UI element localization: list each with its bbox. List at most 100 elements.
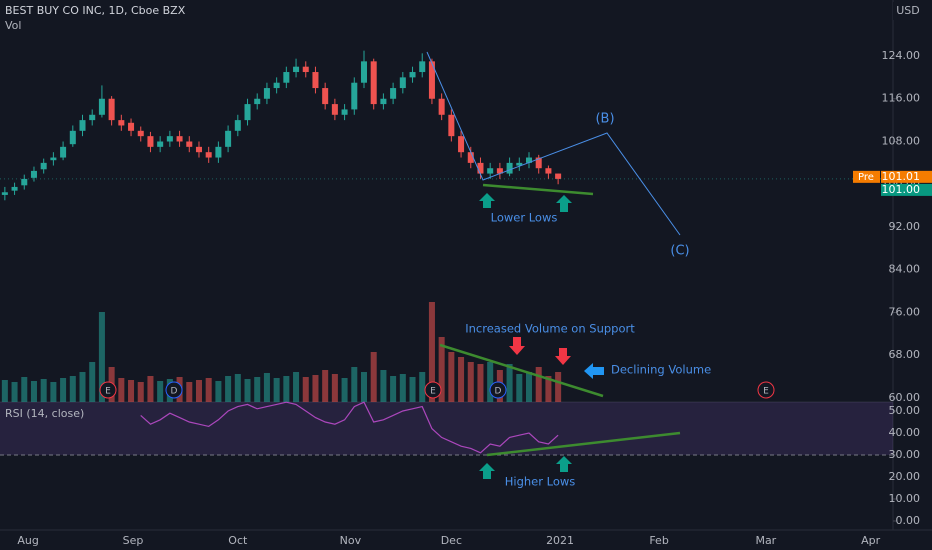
volume-bar bbox=[263, 373, 270, 402]
y-tick-label: 84.00 bbox=[889, 263, 921, 276]
y-tick-label: 0.00 bbox=[896, 514, 921, 527]
candle-body bbox=[108, 98, 115, 121]
up-arrow bbox=[479, 193, 495, 208]
candle-body bbox=[30, 170, 37, 178]
y-tick-label: 60.00 bbox=[889, 391, 921, 404]
x-tick-label: Apr bbox=[861, 534, 881, 547]
y-tick-label: 20.00 bbox=[889, 470, 921, 483]
candle-body bbox=[195, 146, 202, 153]
volume-bar bbox=[89, 362, 96, 402]
y-tick-label: 68.00 bbox=[889, 348, 921, 361]
candle-body bbox=[458, 136, 465, 153]
volume-bar bbox=[438, 337, 445, 402]
pre-tag-box bbox=[853, 170, 880, 183]
volume-bar bbox=[273, 378, 280, 402]
candle-body bbox=[496, 168, 503, 174]
volume-bar bbox=[312, 375, 319, 402]
candle-body bbox=[545, 168, 552, 174]
event-label: D bbox=[495, 387, 502, 397]
candle-body bbox=[399, 77, 406, 89]
last-price-box bbox=[881, 183, 932, 196]
volume-bar bbox=[428, 302, 435, 402]
y-tick-label: 40.00 bbox=[889, 426, 921, 439]
down-arrow bbox=[509, 337, 525, 355]
candle-body bbox=[506, 162, 513, 174]
candle-body bbox=[370, 61, 377, 105]
volume-bar bbox=[30, 381, 37, 402]
event-label: E bbox=[105, 387, 111, 397]
up-arrow bbox=[556, 456, 572, 472]
event-label: E bbox=[763, 387, 769, 397]
down-arrow bbox=[555, 348, 571, 365]
candle-body bbox=[244, 104, 251, 121]
pre-tag: Pre bbox=[858, 172, 874, 183]
volume-bar bbox=[186, 382, 193, 402]
candle-body bbox=[147, 136, 154, 147]
volume-bar bbox=[225, 376, 232, 402]
volume-bar bbox=[351, 367, 358, 402]
volume-bar bbox=[448, 352, 455, 402]
candle-body bbox=[186, 141, 193, 147]
rsi-title: RSI (14, close) bbox=[5, 407, 84, 420]
event-marker bbox=[489, 381, 507, 399]
x-tick-label: 2021 bbox=[546, 534, 574, 547]
volume-bar bbox=[98, 312, 105, 402]
volume-bar bbox=[390, 376, 397, 402]
volume-bar bbox=[69, 376, 76, 402]
x-tick-label: Dec bbox=[441, 534, 462, 547]
volume-bar bbox=[506, 364, 513, 402]
candle-body bbox=[128, 122, 135, 131]
event-marker bbox=[757, 381, 775, 399]
volume-bar bbox=[380, 370, 387, 402]
candle-body bbox=[467, 152, 474, 163]
candle-body bbox=[98, 98, 105, 115]
y-tick-label: 92.00 bbox=[889, 220, 921, 233]
y-tick-label: 116.00 bbox=[882, 92, 921, 105]
candle-body bbox=[555, 173, 562, 179]
event-marker bbox=[424, 381, 442, 399]
candle-body bbox=[428, 61, 435, 99]
candle-body bbox=[419, 61, 426, 73]
volume-bar bbox=[370, 352, 377, 402]
candle-body bbox=[157, 141, 164, 147]
candle-body bbox=[79, 120, 86, 131]
annotation: Lower Lows bbox=[491, 211, 558, 225]
rsi-band-fill bbox=[0, 402, 893, 455]
volume-bar bbox=[322, 370, 329, 402]
volume-bar bbox=[11, 382, 18, 402]
event-label: D bbox=[171, 387, 178, 397]
candle-body bbox=[322, 88, 329, 105]
up-arrow bbox=[479, 463, 495, 479]
volume-bar bbox=[516, 374, 523, 402]
y-tick-label: 10.00 bbox=[889, 492, 921, 505]
currency-box[interactable] bbox=[893, 2, 931, 20]
candle-body bbox=[40, 162, 47, 170]
volume-bar bbox=[147, 376, 154, 402]
candle-body bbox=[525, 157, 533, 163]
currency[interactable]: USD bbox=[896, 4, 920, 17]
volume-bar bbox=[545, 376, 552, 402]
volume-bar bbox=[21, 377, 28, 402]
volume-bar bbox=[399, 374, 406, 402]
candle-body bbox=[118, 120, 125, 126]
candle-body bbox=[137, 130, 144, 137]
candle-body bbox=[390, 88, 397, 99]
support-trendline bbox=[482, 183, 594, 196]
annotation: Increased Volume on Support bbox=[465, 322, 635, 336]
candle-body bbox=[1, 192, 8, 195]
last-price-label: 101.00 bbox=[882, 183, 921, 196]
volume-bar bbox=[40, 379, 47, 402]
volume-bar bbox=[302, 377, 309, 402]
volume-bar bbox=[283, 376, 290, 402]
volume-bar bbox=[467, 362, 474, 402]
candle-body bbox=[234, 120, 241, 131]
event-marker bbox=[165, 381, 183, 399]
candle-body bbox=[254, 98, 261, 105]
y-tick-label: 76.00 bbox=[889, 305, 921, 318]
rsi-line bbox=[140, 401, 559, 454]
x-tick-label: Aug bbox=[17, 534, 38, 547]
volume-bar bbox=[419, 372, 426, 402]
volume-bar bbox=[60, 378, 67, 402]
wave-label: (B) bbox=[595, 112, 614, 127]
